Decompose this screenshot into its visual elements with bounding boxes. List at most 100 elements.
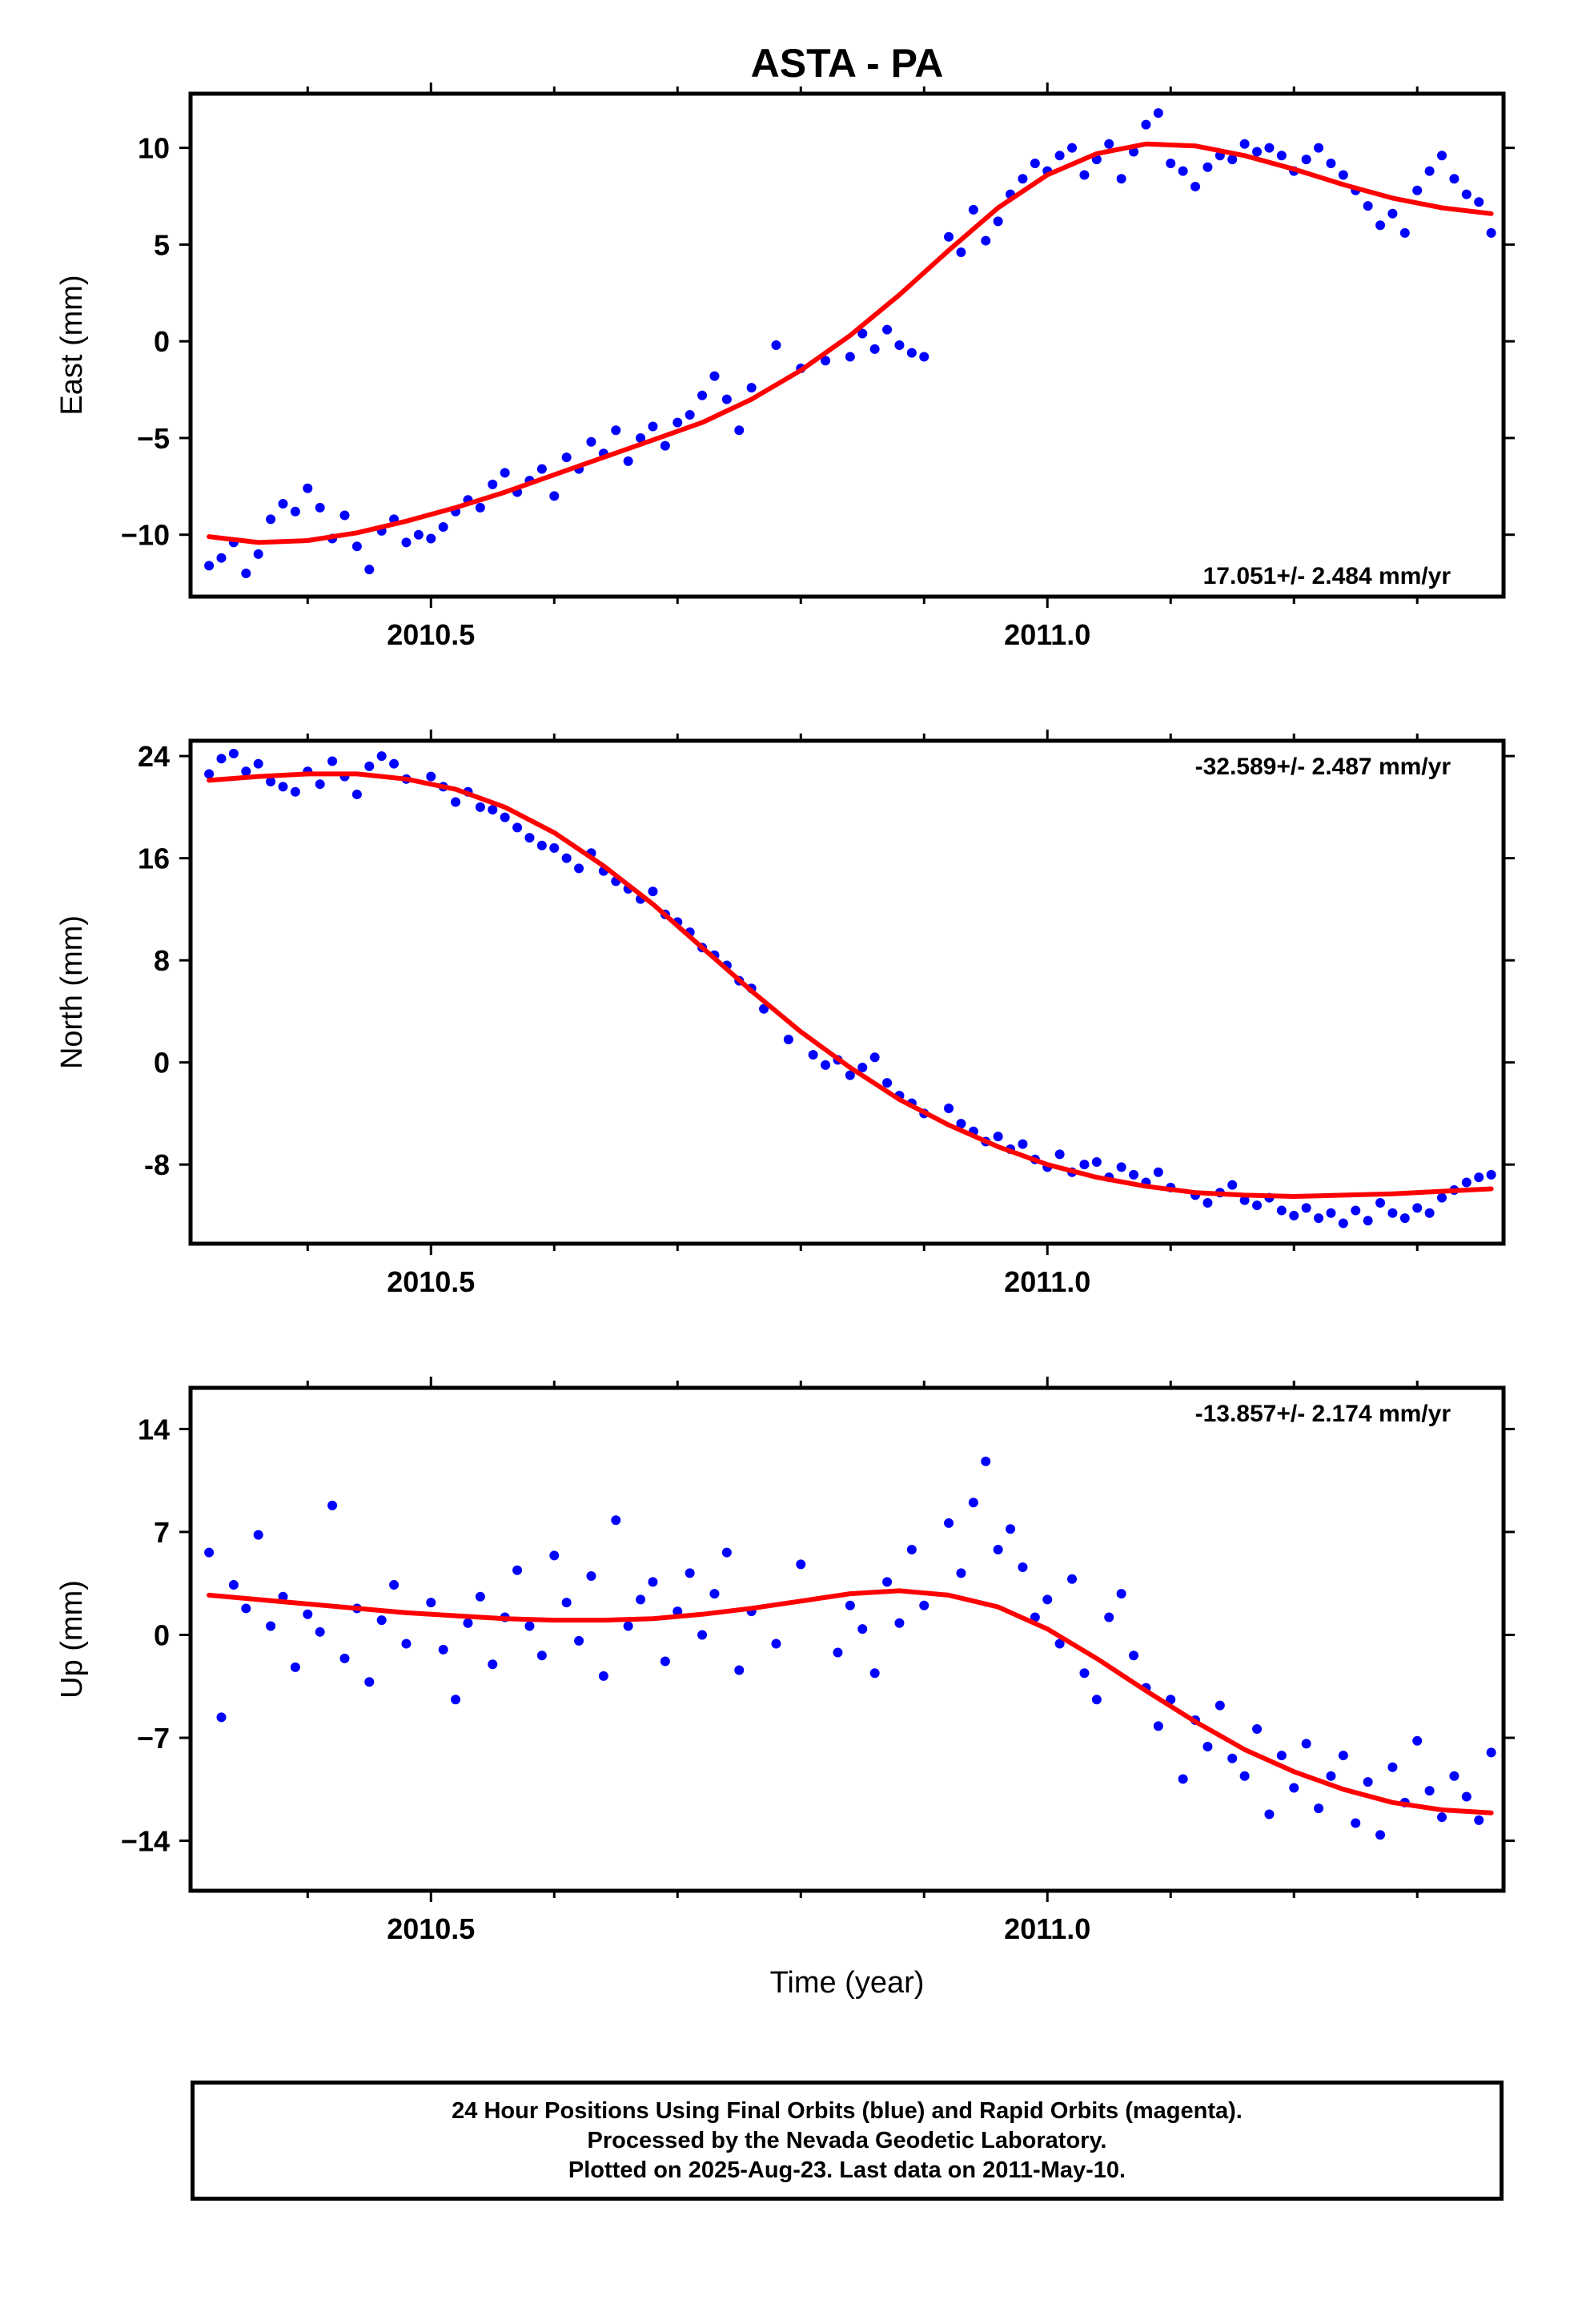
east-data-point bbox=[364, 565, 375, 575]
up-data-point bbox=[734, 1665, 745, 1675]
up-data-point bbox=[549, 1550, 560, 1561]
east-data-point bbox=[906, 348, 917, 358]
up-data-point bbox=[253, 1530, 263, 1540]
east-data-point bbox=[1153, 108, 1163, 119]
up-data-point bbox=[389, 1580, 400, 1590]
east-data-point bbox=[1375, 220, 1386, 231]
up-data-point bbox=[1215, 1700, 1225, 1711]
up-data-point bbox=[524, 1621, 535, 1631]
up-data-point bbox=[721, 1547, 732, 1558]
east-data-point bbox=[351, 541, 362, 552]
up-data-point bbox=[796, 1559, 806, 1570]
north-data-point bbox=[956, 1119, 966, 1129]
up-data-point bbox=[1054, 1638, 1065, 1649]
north-data-point bbox=[1338, 1218, 1348, 1228]
north-ytick-label: 0 bbox=[154, 1047, 170, 1080]
up-data-point bbox=[204, 1547, 215, 1558]
east-data-point bbox=[981, 235, 991, 246]
up-data-point bbox=[327, 1500, 338, 1510]
east-data-point bbox=[894, 340, 905, 350]
north-y-axis-label: North (mm) bbox=[55, 915, 89, 1069]
up-data-point bbox=[303, 1609, 313, 1619]
north-data-point bbox=[512, 822, 523, 833]
north-xtick-label: 2011.0 bbox=[1004, 1265, 1090, 1298]
east-data-point bbox=[278, 499, 288, 509]
x-axis-label: Time (year) bbox=[770, 1966, 925, 2000]
up-data-point bbox=[438, 1644, 448, 1655]
up-ytick-label: −7 bbox=[137, 1722, 170, 1755]
up-rate-label: -13.857+/- 2.174 mm/yr bbox=[1195, 1401, 1452, 1427]
east-data-point bbox=[1178, 166, 1188, 176]
up-data-point bbox=[1042, 1594, 1053, 1605]
up-data-point bbox=[290, 1662, 300, 1672]
north-data-point bbox=[278, 782, 288, 792]
east-data-point bbox=[536, 464, 547, 474]
north-data-point bbox=[759, 1003, 769, 1014]
up-data-point bbox=[1351, 1818, 1361, 1828]
east-data-point bbox=[426, 533, 436, 544]
north-data-point bbox=[1351, 1205, 1361, 1216]
east-data-point bbox=[1314, 143, 1324, 153]
north-xtick-label: 2010.5 bbox=[387, 1265, 475, 1298]
east-data-point bbox=[413, 529, 424, 540]
up-data-point bbox=[1486, 1747, 1496, 1758]
east-data-point bbox=[721, 394, 732, 404]
east-data-point bbox=[1461, 189, 1472, 199]
up-frame bbox=[188, 1385, 1506, 1893]
north-data-point bbox=[1239, 1195, 1250, 1205]
east-ytick-label: 10 bbox=[138, 132, 170, 165]
up-data-point bbox=[648, 1577, 658, 1587]
north-data-point bbox=[1289, 1210, 1299, 1220]
up-data-point bbox=[1252, 1724, 1263, 1735]
up-data-point bbox=[1314, 1803, 1324, 1814]
east-data-point bbox=[1412, 185, 1423, 195]
up-data-point bbox=[845, 1600, 855, 1610]
up-data-point bbox=[1091, 1695, 1102, 1705]
east-xtick-label: 2011.0 bbox=[1004, 618, 1090, 651]
north-data-point bbox=[808, 1050, 818, 1060]
up-data-point bbox=[869, 1668, 880, 1679]
east-data-point bbox=[290, 506, 300, 517]
up-data-point bbox=[401, 1638, 412, 1649]
north-data-point bbox=[1252, 1200, 1263, 1211]
east-data-point bbox=[1424, 166, 1435, 176]
up-xtick-label: 2011.0 bbox=[1004, 1912, 1090, 1945]
east-xtick-label: 2010.5 bbox=[387, 618, 475, 651]
north-data-point bbox=[253, 758, 263, 769]
north-data-point bbox=[204, 769, 215, 779]
east-data-point bbox=[1079, 170, 1090, 180]
north-data-point bbox=[1276, 1205, 1287, 1216]
up-data-point bbox=[919, 1600, 930, 1610]
north-data-point bbox=[216, 754, 227, 764]
north-data-point bbox=[857, 1063, 868, 1073]
north-data-point bbox=[1153, 1167, 1163, 1177]
east-data-point bbox=[611, 425, 621, 436]
east-data-point bbox=[1449, 174, 1460, 184]
east-data-point bbox=[1104, 139, 1114, 149]
north-data-point bbox=[1461, 1177, 1472, 1188]
up-data-point bbox=[376, 1615, 387, 1626]
north-data-point bbox=[475, 802, 485, 812]
north-data-point bbox=[426, 771, 436, 782]
east-data-point bbox=[660, 440, 670, 451]
east-data-point bbox=[1191, 181, 1201, 191]
up-data-point bbox=[1449, 1771, 1460, 1781]
footer-line-plotted: Plotted on 2025-Aug-23. Last data on 201… bbox=[568, 2157, 1126, 2183]
east-data-point bbox=[968, 204, 978, 215]
north-data-point bbox=[1437, 1192, 1447, 1203]
north-data-point bbox=[1314, 1213, 1324, 1224]
up-data-point bbox=[894, 1618, 905, 1628]
north-data-point bbox=[1486, 1169, 1496, 1180]
north-data-point bbox=[536, 840, 547, 850]
up-data-point bbox=[1030, 1612, 1040, 1622]
up-data-point bbox=[1387, 1762, 1398, 1772]
east-rate-label: 17.051+/- 2.484 mm/yr bbox=[1203, 563, 1452, 589]
north-data-point bbox=[1326, 1208, 1336, 1218]
up-data-point bbox=[623, 1621, 633, 1631]
north-data-point bbox=[488, 805, 498, 815]
east-data-point bbox=[1437, 151, 1447, 161]
up-data-point bbox=[574, 1635, 584, 1646]
up-data-point bbox=[771, 1638, 781, 1649]
east-ytick-label: 5 bbox=[154, 228, 170, 261]
up-data-point bbox=[228, 1580, 239, 1590]
